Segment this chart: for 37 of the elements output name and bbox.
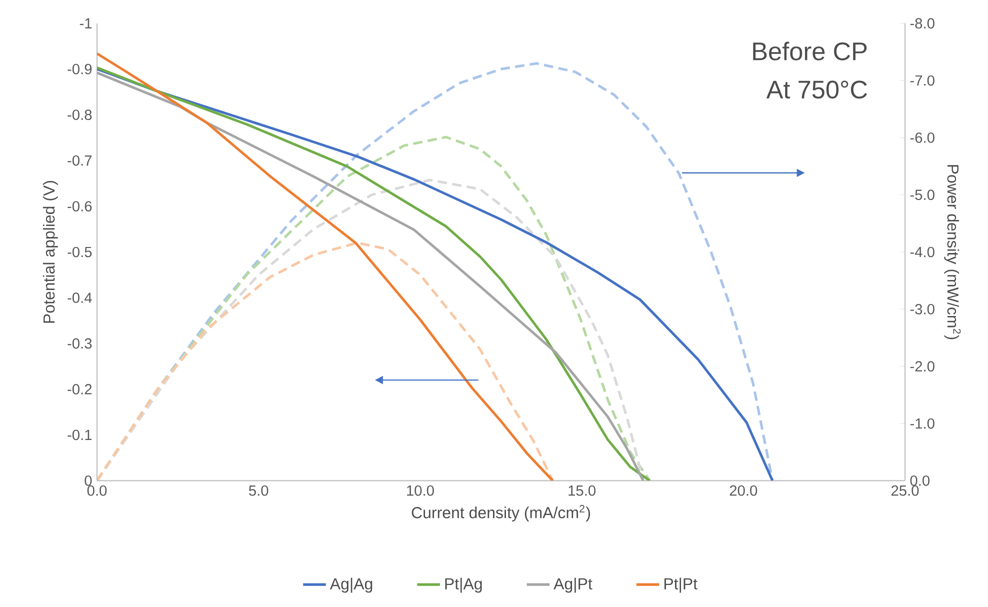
x-tick-label: 20.0 [730, 486, 758, 496]
y-tick-label: -0.4 [68, 292, 92, 304]
x-tick-label: 0.0 [87, 486, 107, 496]
y-tick-label: -0.7 [68, 156, 92, 166]
y2-tick-label: -1.0 [910, 418, 934, 429]
annotation: At 750°C [766, 80, 867, 99]
y2-axis-title: Power density (mW/cm$^{2}$) [944, 165, 961, 340]
y-tick-label: -0.5 [68, 246, 92, 258]
legend-label: Ag|Ag [330, 578, 372, 593]
y-tick-label: -1 [80, 18, 92, 29]
y-tick-label: -0.9 [68, 64, 92, 74]
y2-tick-label: -4.0 [910, 246, 934, 258]
line-series [97, 52, 554, 481]
y2-tick-label: 0.0 [910, 476, 930, 486]
y-tick-label: -0.6 [68, 201, 92, 212]
y-tick-label: -0.8 [68, 110, 92, 120]
y2-tick-label: -8.0 [910, 18, 934, 29]
x-tick-label: 25.0 [891, 486, 919, 496]
legend-label: Ag|Pt [554, 578, 592, 593]
y-tick-label: 0 [84, 476, 92, 486]
y-axis-title: Potential applied (V) [42, 181, 58, 323]
y2-tick-label: -6.0 [910, 132, 934, 144]
y-tick-label: -0.1 [68, 430, 92, 440]
x-tick-label: 10.0 [407, 486, 434, 496]
legend-label: Pt|Pt [664, 578, 698, 593]
line-series [97, 242, 554, 481]
y-tick-label: -0.3 [68, 338, 92, 349]
x-axis-title: Current density (mA/cm$^{2}$) [412, 505, 590, 522]
y2-tick-label: -7.0 [910, 76, 934, 86]
y2-tick-label: -3.0 [910, 304, 934, 315]
x-tick-label: 5.0 [248, 486, 268, 496]
y2-tick-label: -2.0 [910, 361, 934, 372]
x-tick-label: 15.0 [568, 486, 596, 496]
y2-tick-label: -5.0 [910, 190, 934, 200]
legend-label: Pt|Ag [445, 578, 482, 593]
y-tick-label: -0.2 [68, 384, 92, 395]
annotation: Before CP [753, 42, 867, 61]
